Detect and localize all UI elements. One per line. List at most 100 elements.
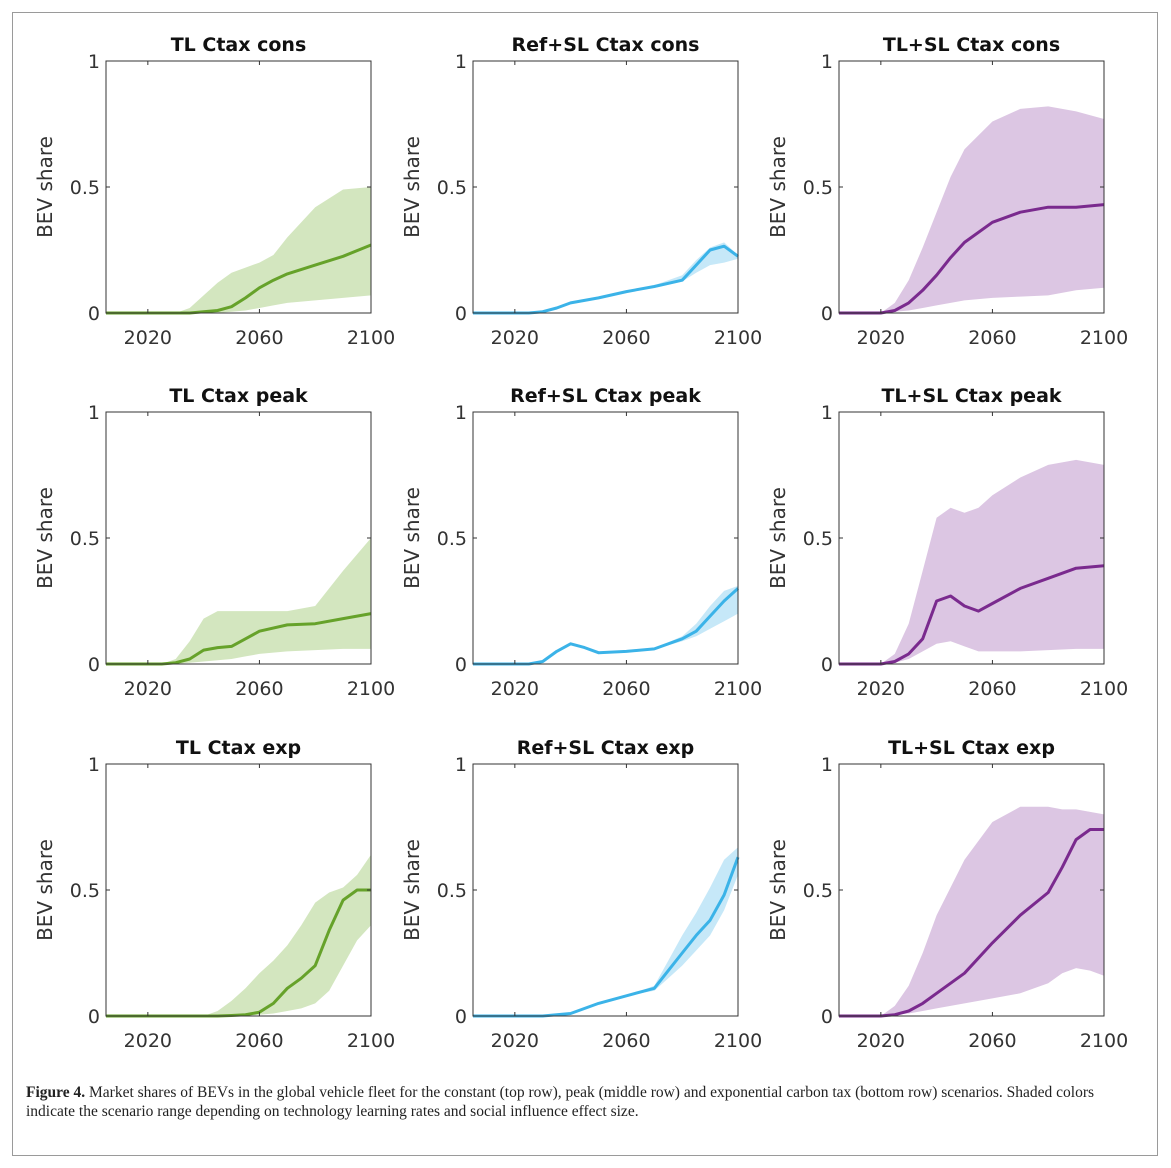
series-line <box>473 587 740 666</box>
x-tick-label: 2020 <box>124 327 172 349</box>
caption-text: Market shares of BEVs in the global vehi… <box>26 1084 1095 1120</box>
x-tick-label: 2100 <box>714 327 762 349</box>
chart-panel: 0 0.5 1 2020 2060 2100 TL Ctax cons BEV share <box>33 34 395 349</box>
y-tick-label: 0.5 <box>70 177 100 199</box>
x-tick-label: 2020 <box>124 1030 172 1052</box>
x-tick-label: 2100 <box>347 1030 395 1052</box>
y-tick-label: 0 <box>821 654 833 676</box>
figure-caption: Figure 4. Market shares of BEVs in the g… <box>26 1083 1136 1121</box>
x-tick-label: 2060 <box>235 1030 283 1052</box>
y-tick-label: 0.5 <box>437 177 467 199</box>
y-tick-label: 1 <box>455 51 467 73</box>
chart-panel: 0 0.5 1 2020 2060 2100 TL+SL Ctax cons BEV shar… <box>766 34 1128 349</box>
y-axis-label: BEV share <box>33 839 57 941</box>
y-tick-label: 0 <box>455 1006 467 1028</box>
y-tick-label: 0.5 <box>437 528 467 550</box>
range-band <box>839 806 1104 1016</box>
chart-panel: 0 0.5 1 2020 2060 2100 Ref+SL Ctax cons BEV sha… <box>400 34 762 349</box>
y-tick-label: 1 <box>821 402 833 424</box>
chart-panel: 0 0.5 1 2020 2060 2100 TL Ctax exp BEV share <box>33 737 395 1052</box>
x-tick-label: 2100 <box>714 1030 762 1052</box>
range-band <box>839 459 1104 664</box>
series-line <box>473 856 740 1018</box>
y-tick-label: 0 <box>455 303 467 325</box>
x-tick-label: 2060 <box>235 678 283 700</box>
series-line <box>106 612 372 666</box>
y-tick-label: 1 <box>88 51 100 73</box>
chart-title: Ref+SL Ctax cons <box>512 34 700 56</box>
x-tick-label: 2100 <box>347 678 395 700</box>
x-tick-label: 2100 <box>1080 678 1128 700</box>
y-tick-label: 0 <box>455 654 467 676</box>
chart-panel: 0 0.5 1 2020 2060 2100 Ref+SL Ctax exp BEV shar… <box>400 737 762 1052</box>
plot-box <box>472 60 739 314</box>
y-tick-label: 0.5 <box>803 880 833 902</box>
chart-title: TL Ctax exp <box>176 737 301 759</box>
series-line <box>839 828 1104 1018</box>
range-band <box>106 538 371 664</box>
y-tick-label: 0 <box>88 303 100 325</box>
y-axis-label: BEV share <box>766 839 790 941</box>
chart-panel: 0 0.5 1 2020 2060 2100 Ref+SL Ctax peak BEV sha… <box>400 385 762 700</box>
x-tick-label: 2020 <box>124 678 172 700</box>
x-tick-label: 2060 <box>968 678 1016 700</box>
y-tick-label: 0.5 <box>70 880 100 902</box>
y-tick-label: 1 <box>821 51 833 73</box>
y-axis-label: BEV share <box>400 487 424 589</box>
y-tick-label: 0 <box>88 654 100 676</box>
x-tick-label: 2100 <box>347 327 395 349</box>
chart-title: TL+SL Ctax peak <box>881 385 1061 407</box>
x-tick-label: 2100 <box>714 678 762 700</box>
y-tick-label: 0 <box>821 1006 833 1028</box>
x-tick-label: 2100 <box>1080 1030 1128 1052</box>
y-tick-label: 0.5 <box>437 880 467 902</box>
x-tick-label: 2020 <box>857 327 905 349</box>
y-tick-label: 1 <box>88 754 100 776</box>
range-band <box>106 187 371 313</box>
x-tick-label: 2020 <box>491 1030 539 1052</box>
y-axis-label: BEV share <box>33 136 57 238</box>
series-line <box>839 203 1105 315</box>
y-tick-label: 0.5 <box>803 528 833 550</box>
y-tick-label: 0.5 <box>803 177 833 199</box>
chart-title: TL+SL Ctax exp <box>888 737 1055 759</box>
plot-box <box>472 763 739 1017</box>
x-tick-label: 2020 <box>491 678 539 700</box>
x-tick-label: 2060 <box>968 327 1016 349</box>
y-tick-label: 1 <box>88 402 100 424</box>
range-band <box>106 854 371 1016</box>
y-axis-label: BEV share <box>33 487 57 589</box>
x-tick-label: 2060 <box>968 1030 1016 1052</box>
chart-panel: 0 0.5 1 2020 2060 2100 TL Ctax peak BEV share <box>33 385 395 700</box>
series-line <box>839 564 1105 666</box>
x-tick-label: 2020 <box>857 678 905 700</box>
chart-title: TL+SL Ctax cons <box>883 34 1060 56</box>
range-band <box>839 106 1104 314</box>
y-axis-label: BEV share <box>400 136 424 238</box>
x-tick-label: 2060 <box>235 327 283 349</box>
chart-panel: 0 0.5 1 2020 2060 2100 TL+SL Ctax peak BEV shar… <box>766 385 1128 700</box>
chart-title: TL Ctax peak <box>169 385 308 407</box>
range-band <box>473 847 738 1016</box>
range-band <box>473 242 738 313</box>
caption-label: Figure 4. <box>26 1084 86 1101</box>
x-tick-label: 2020 <box>491 327 539 349</box>
x-tick-label: 2060 <box>602 1030 650 1052</box>
y-axis-label: BEV share <box>766 136 790 238</box>
y-tick-label: 1 <box>455 754 467 776</box>
x-tick-label: 2100 <box>1080 327 1128 349</box>
x-tick-label: 2060 <box>602 678 650 700</box>
x-tick-label: 2060 <box>602 327 650 349</box>
chart-panel: 0 0.5 1 2020 2060 2100 TL+SL Ctax exp BEV share <box>766 737 1128 1052</box>
y-tick-label: 0 <box>88 1006 100 1028</box>
x-tick-label: 2020 <box>857 1030 905 1052</box>
y-tick-label: 0.5 <box>70 528 100 550</box>
chart-title: TL Ctax cons <box>171 34 307 56</box>
y-tick-label: 1 <box>455 402 467 424</box>
y-axis-label: BEV share <box>766 487 790 589</box>
chart-title: Ref+SL Ctax peak <box>510 385 701 407</box>
series-line <box>473 244 739 315</box>
chart-title: Ref+SL Ctax exp <box>517 737 695 759</box>
y-axis-label: BEV share <box>400 839 424 941</box>
